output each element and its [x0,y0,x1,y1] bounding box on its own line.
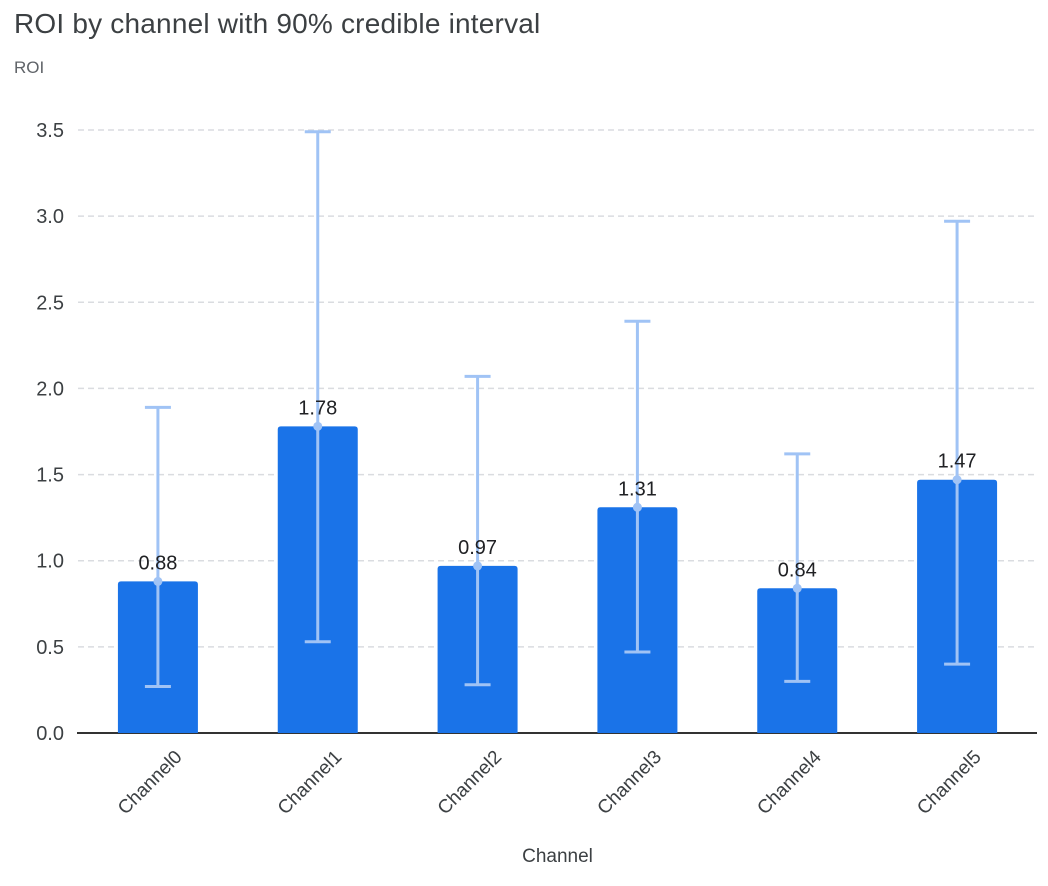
y-tick-label: 0.5 [36,637,64,659]
x-tick-label: Channel5 [913,747,985,819]
y-axis-title: ROI [14,58,45,77]
x-tick-label: Channel0 [114,747,186,819]
y-tick-label: 1.0 [36,551,64,573]
chart-title: ROI by channel with 90% credible interva… [14,8,541,39]
error-bar-mean-marker [632,502,642,512]
bar-value-label: 1.47 [938,451,977,473]
y-tick-label: 2.5 [36,292,64,314]
bar-value-label: 1.31 [618,478,657,500]
x-axis-title: Channel [522,846,593,867]
x-tick-label: Channel4 [753,746,826,819]
bar-value-label: 0.88 [138,552,177,574]
error-bar-mean-marker [792,583,802,593]
y-tick-label: 3.0 [36,206,64,228]
x-tick-label: Channel2 [434,747,506,819]
y-tick-label: 1.5 [36,465,64,487]
bar-value-label: 0.97 [458,537,497,559]
error-bar-mean-marker [313,421,323,431]
bar-value-label: 1.78 [298,397,337,419]
error-bar-mean-marker [153,576,163,586]
y-tick-label: 3.5 [36,120,64,142]
y-tick-label: 2.0 [36,378,64,400]
error-bar-mean-marker [952,475,962,485]
x-tick-label: Channel3 [594,747,666,819]
bar-value-label: 0.84 [778,559,817,581]
error-bar-mean-marker [473,561,483,571]
y-tick-label: 0.0 [36,723,64,745]
x-tick-label: Channel1 [274,747,346,819]
